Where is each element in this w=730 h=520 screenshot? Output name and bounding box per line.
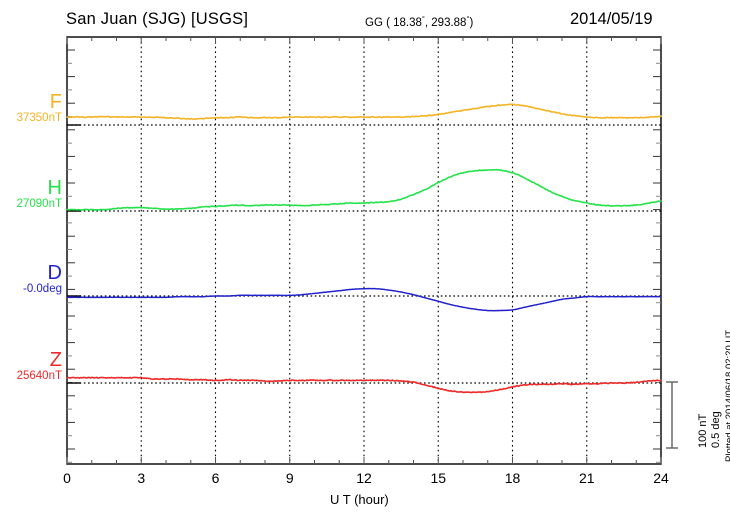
component-baseline-f: 37350nT [16, 112, 62, 124]
scale-bar-nt-label: 100 nT [697, 413, 709, 448]
x-tick-label: 24 [653, 470, 669, 486]
observation-date: 2014/05/19 [570, 10, 653, 28]
geo-prefix: GG ( 18.38 [365, 16, 422, 29]
x-tick-label: 9 [285, 470, 294, 486]
geo-mid: , 293.88 [424, 16, 467, 29]
geographic-coordinates: GG ( 18.38°, 293.88°) [365, 14, 473, 29]
scale-bar-deg-label: 0.5 deg [710, 411, 722, 448]
component-label-f: F 37350nT [0, 92, 62, 125]
component-baseline-z: 25640nT [16, 370, 62, 382]
x-tick-label: 15 [430, 470, 447, 486]
component-baseline-d: -0.0deg [22, 283, 62, 295]
x-axis-title: U T (hour) [330, 492, 389, 507]
component-letter-d: D [47, 262, 62, 284]
component-letter-f: F [49, 91, 62, 113]
degree-symbol-lon: ° [466, 14, 470, 23]
component-label-h: H 27090nT [0, 178, 62, 211]
plotted-at-timestamp: Plotted at 2014/06/18 02:20 UT [724, 329, 730, 462]
component-letter-h: H [47, 177, 62, 199]
component-label-z: Z 25640nT [0, 350, 62, 383]
geo-suffix: ) [469, 16, 474, 29]
x-tick-label: 18 [504, 470, 521, 486]
x-tick-label: 0 [63, 470, 71, 486]
x-tick-label: 6 [211, 470, 220, 486]
x-tick-label: 21 [578, 470, 595, 486]
x-tick-label: 3 [137, 470, 146, 486]
degree-symbol-lat: ° [421, 14, 425, 23]
component-letter-z: Z [49, 349, 62, 371]
component-baseline-h: 27090nT [16, 198, 62, 210]
page-title: San Juan (SJG) [USGS] [66, 10, 249, 28]
x-tick-label: 12 [356, 470, 372, 486]
component-label-d: D -0.0deg [0, 263, 62, 296]
